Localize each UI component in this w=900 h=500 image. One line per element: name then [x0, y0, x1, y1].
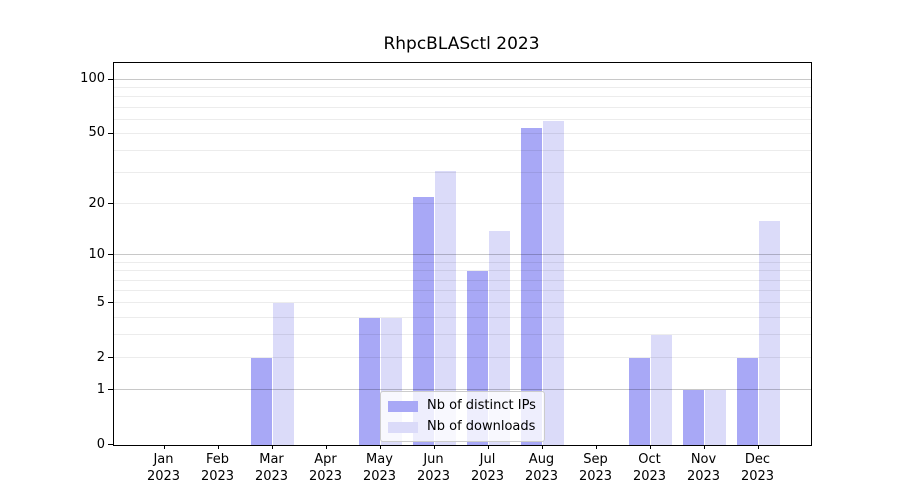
x-tick-mark	[703, 445, 705, 449]
y-tick-mark	[108, 78, 113, 80]
x-tick-label: May 2023	[362, 452, 397, 484]
y-tick-mark	[108, 357, 113, 359]
legend-label-distinct-ips: Nb of distinct IPs	[427, 398, 536, 413]
bar-distinct-ips-oct	[628, 358, 651, 445]
y-tick-label: 2	[96, 349, 105, 365]
y-tick-label: 0	[96, 436, 105, 452]
x-tick-mark	[379, 445, 381, 449]
bar-downloads-dec	[758, 220, 781, 445]
bar-downloads-jun	[434, 170, 457, 445]
x-tick-label: Mar 2023	[254, 452, 289, 484]
x-tick-mark	[433, 445, 435, 449]
x-tick-label: Sep 2023	[578, 452, 613, 484]
plot-area	[113, 62, 812, 446]
bar-distinct-ips-mar	[250, 358, 273, 445]
x-tick-mark	[541, 445, 543, 449]
chart-title: RhpcBLASctl 2023	[383, 34, 540, 54]
bar-downloads-nov	[704, 390, 727, 445]
x-tick-mark	[217, 445, 219, 449]
y-tick-label: 20	[88, 195, 105, 211]
x-tick-mark	[487, 445, 489, 449]
y-tick-mark	[108, 132, 113, 134]
y-tick-label: 5	[96, 294, 105, 310]
y-tick-mark	[108, 389, 113, 391]
x-tick-label: Feb 2023	[200, 452, 235, 484]
x-tick-mark	[271, 445, 273, 449]
legend-label-downloads: Nb of downloads	[427, 419, 536, 434]
bar-distinct-ips-aug	[520, 128, 543, 445]
x-tick-mark	[649, 445, 651, 449]
x-tick-label: Aug 2023	[524, 452, 559, 484]
legend-item-distinct-ips: Nb of distinct IPs	[388, 398, 536, 414]
bar-distinct-ips-dec	[736, 358, 759, 445]
legend-item-downloads: Nb of downloads	[388, 419, 536, 435]
x-tick-label: Jun 2023	[416, 452, 451, 484]
bars-layer	[114, 63, 811, 445]
x-tick-label: Oct 2023	[632, 452, 667, 484]
x-tick-label: Jan 2023	[146, 452, 181, 484]
bar-distinct-ips-jun	[412, 196, 435, 445]
y-tick-mark	[108, 203, 113, 205]
x-tick-mark	[163, 445, 165, 449]
y-tick-mark	[108, 254, 113, 256]
x-tick-mark	[595, 445, 597, 449]
y-tick-mark	[108, 444, 113, 445]
y-tick-label: 50	[88, 125, 105, 141]
y-tick-label: 100	[80, 71, 105, 87]
y-tick-label: 1	[96, 381, 105, 397]
legend-swatch-distinct-ips	[388, 400, 418, 412]
y-tick-label: 10	[88, 246, 105, 262]
x-tick-label: Apr 2023	[308, 452, 343, 484]
x-tick-label: Jul 2023	[470, 452, 505, 484]
x-tick-label: Nov 2023	[686, 452, 721, 484]
bar-distinct-ips-nov	[682, 390, 705, 445]
x-tick-mark	[325, 445, 327, 449]
bar-downloads-aug	[542, 121, 565, 445]
bar-downloads-oct	[650, 335, 673, 445]
x-tick-label: Dec 2023	[740, 452, 775, 484]
x-tick-mark	[757, 445, 759, 449]
y-tick-mark	[108, 302, 113, 304]
legend-swatch-downloads	[388, 421, 418, 433]
bar-downloads-mar	[272, 303, 295, 445]
legend: Nb of distinct IPs Nb of downloads	[380, 391, 545, 442]
bar-distinct-ips-may	[358, 317, 381, 445]
